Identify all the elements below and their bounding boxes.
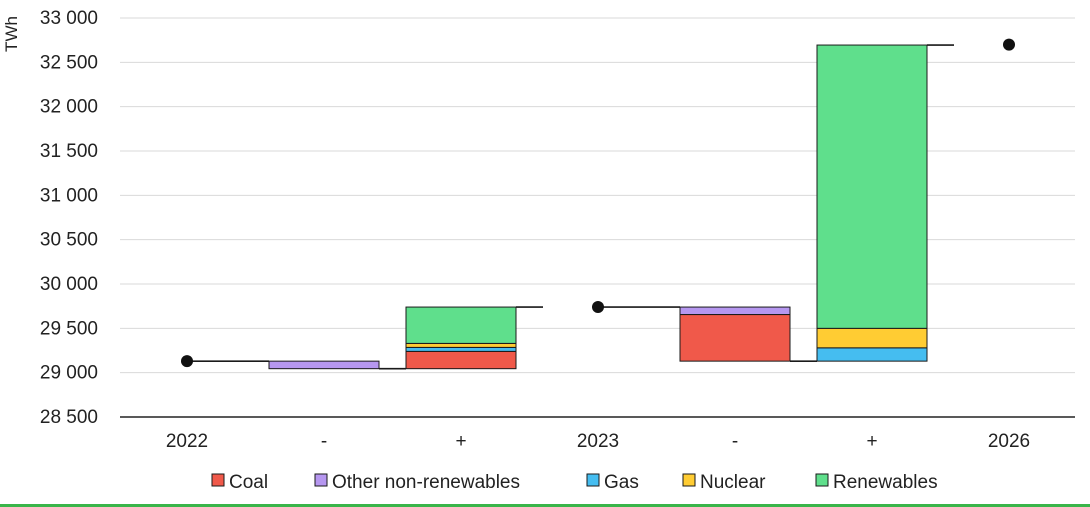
bar-gas (816, 347, 928, 362)
x-tick-label: + (455, 431, 466, 452)
y-tick-label: 32 000 (40, 97, 98, 118)
y-tick-label: 29 500 (40, 318, 98, 339)
y-tick-label: 30 500 (40, 230, 98, 251)
total-marker (181, 355, 193, 368)
legend-swatch (314, 473, 328, 487)
legend-item: Renewables (815, 472, 938, 493)
bar-renewables (405, 306, 517, 344)
total-markers (181, 38, 1015, 368)
x-tick-labels: 2022 - +2023 - +2026 (166, 431, 1030, 452)
bar-gas (405, 346, 517, 352)
bar-nuclear (816, 327, 928, 349)
legend-swatch (211, 473, 225, 487)
legend-swatch (815, 473, 829, 487)
legend-swatch (586, 473, 600, 487)
y-tick-label: 31 000 (40, 185, 98, 206)
bar-other-non-renewables (268, 360, 380, 370)
gridlines (120, 17, 1075, 418)
bar-coal (405, 350, 517, 370)
x-tick-label: - (732, 431, 738, 452)
legend-item: Coal (211, 472, 268, 493)
legend-label: Coal (229, 472, 268, 493)
legend-label: Other non-renewables (332, 472, 520, 493)
y-tick-label: 33 000 (40, 8, 98, 29)
y-tick-label: 28 500 (40, 407, 98, 428)
x-tick-label: 2026 (988, 431, 1030, 452)
bar-other-non-renewables (679, 306, 791, 316)
bar-nuclear (405, 342, 517, 348)
y-tick-label: 29 000 (40, 363, 98, 384)
legend: Coal Other non-renewables Gas Nuclear Renewa… (211, 472, 938, 493)
connector-lines (187, 44, 954, 370)
x-tick-label: 2022 (166, 431, 208, 452)
legend-label: Nuclear (700, 472, 766, 493)
bar-coal (679, 314, 791, 362)
bar-renewables (816, 44, 928, 329)
y-tick-labels: 28 500 29 000 29 500 30 000 30 500 31 000 31 5… (40, 8, 98, 428)
legend-item: Gas (586, 472, 639, 493)
total-marker (1003, 38, 1015, 51)
y-tick-label: 32 500 (40, 52, 98, 73)
legend-item: Other non-renewables (314, 472, 520, 493)
y-axis-label: TWh (2, 16, 21, 52)
legend-label: Renewables (833, 472, 938, 493)
legend-label: Gas (604, 472, 639, 493)
total-marker (592, 301, 604, 314)
bottom-rule (0, 504, 1090, 507)
y-tick-label: 30 000 (40, 274, 98, 295)
y-tick-label: 31 500 (40, 141, 98, 162)
legend-item: Nuclear (682, 472, 766, 493)
x-tick-label: + (866, 431, 877, 452)
x-tick-label: 2023 (577, 431, 619, 452)
legend-swatch (682, 473, 696, 487)
bars (268, 44, 928, 370)
x-tick-label: - (321, 431, 327, 452)
